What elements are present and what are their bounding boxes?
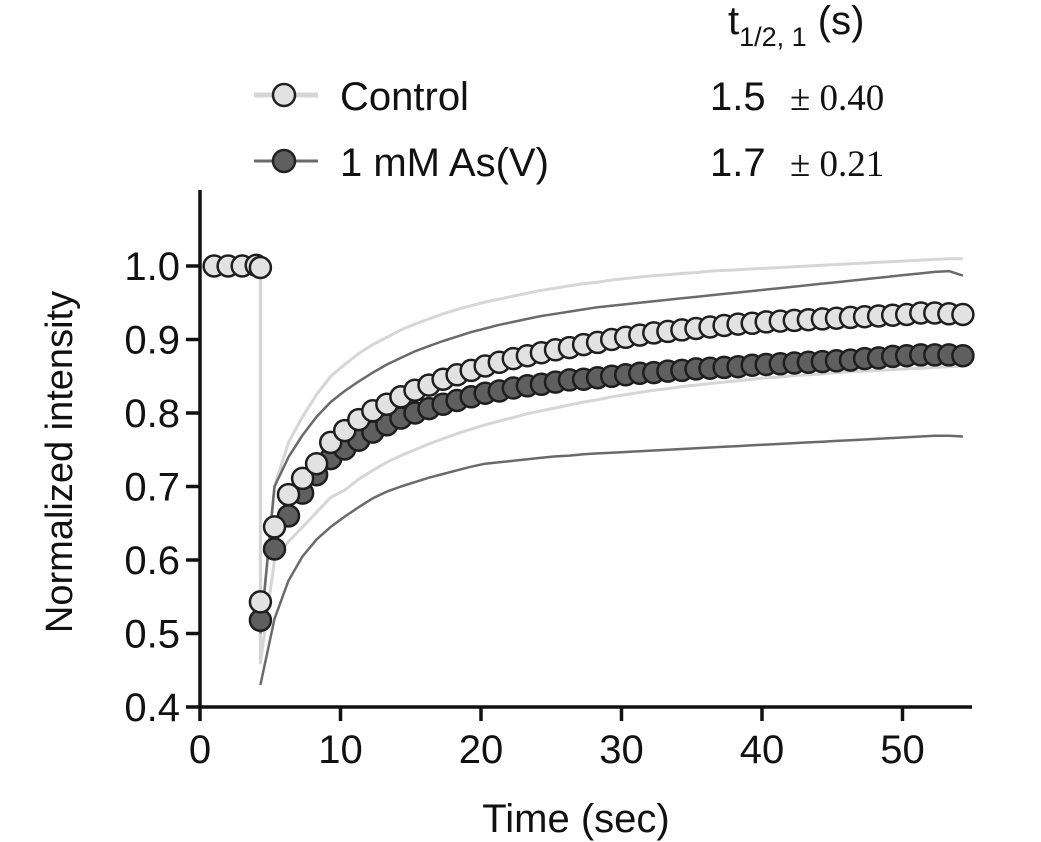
y-tick-label: 0.7 [124,466,180,510]
x-tick-label: 20 [459,728,504,772]
y-tick-label: 0.9 [124,319,180,363]
point-control [290,466,315,491]
x-tick-label: 30 [599,728,644,772]
legend-header-sub: 1/2, 1 [739,22,807,52]
legend-item-control[interactable]: Control 1.5 ± 0.40 [254,75,884,119]
x-tick-label: 10 [318,728,363,772]
band-upper-arsenate [259,269,964,634]
legend-thalf-arsenate: 1.7 [710,141,766,185]
y-tick-label: 0.6 [124,539,180,583]
legend-thalf-err-arsenate: ± 0.21 [790,144,884,185]
x-axis-title: Time (sec) [482,797,669,841]
point-control [262,515,287,539]
x-tick-label: 40 [740,728,785,772]
data-points [202,253,975,633]
band-lower-control [214,264,963,665]
legend-header-tail: (s) [807,0,865,43]
x-tick-label: 0 [189,728,211,772]
point-control [276,482,301,507]
y-axis-title: Normalized intensity [39,291,81,633]
point-arsenate [262,537,287,561]
legend-thalf-err-control: ± 0.40 [790,78,884,119]
legend-header-base: t [728,0,739,43]
point-control [951,302,975,327]
error-bands [214,255,964,686]
legend-label-arsenate: 1 mM As(V) [340,141,549,185]
point-control [248,255,273,280]
y-tick-label: 0.8 [124,392,180,436]
legend-item-arsenate[interactable]: 1 mM As(V) 1.7 ± 0.21 [254,141,884,185]
legend-label-control: Control [340,75,469,119]
legend-marker-arsenate [271,148,297,174]
y-tick-label: 1.0 [124,245,180,289]
point-control [248,590,273,614]
legend-thalf-control: 1.5 [710,75,766,119]
band-lower-arsenate [259,434,963,686]
x-tick-label: 50 [880,728,925,772]
point-arsenate [951,343,975,368]
legend-header: t1/2, 1 (s) [728,0,864,52]
band-upper-control [214,255,963,635]
y-tick-label: 0.4 [124,686,180,730]
y-tick-label: 0.5 [124,613,180,657]
point-control [304,451,329,476]
legend-marker-control [271,82,297,108]
axes: 0 10 20 30 40 50 0.4 0.5 0.6 0.7 0.8 0.9 1.0 [124,190,972,772]
